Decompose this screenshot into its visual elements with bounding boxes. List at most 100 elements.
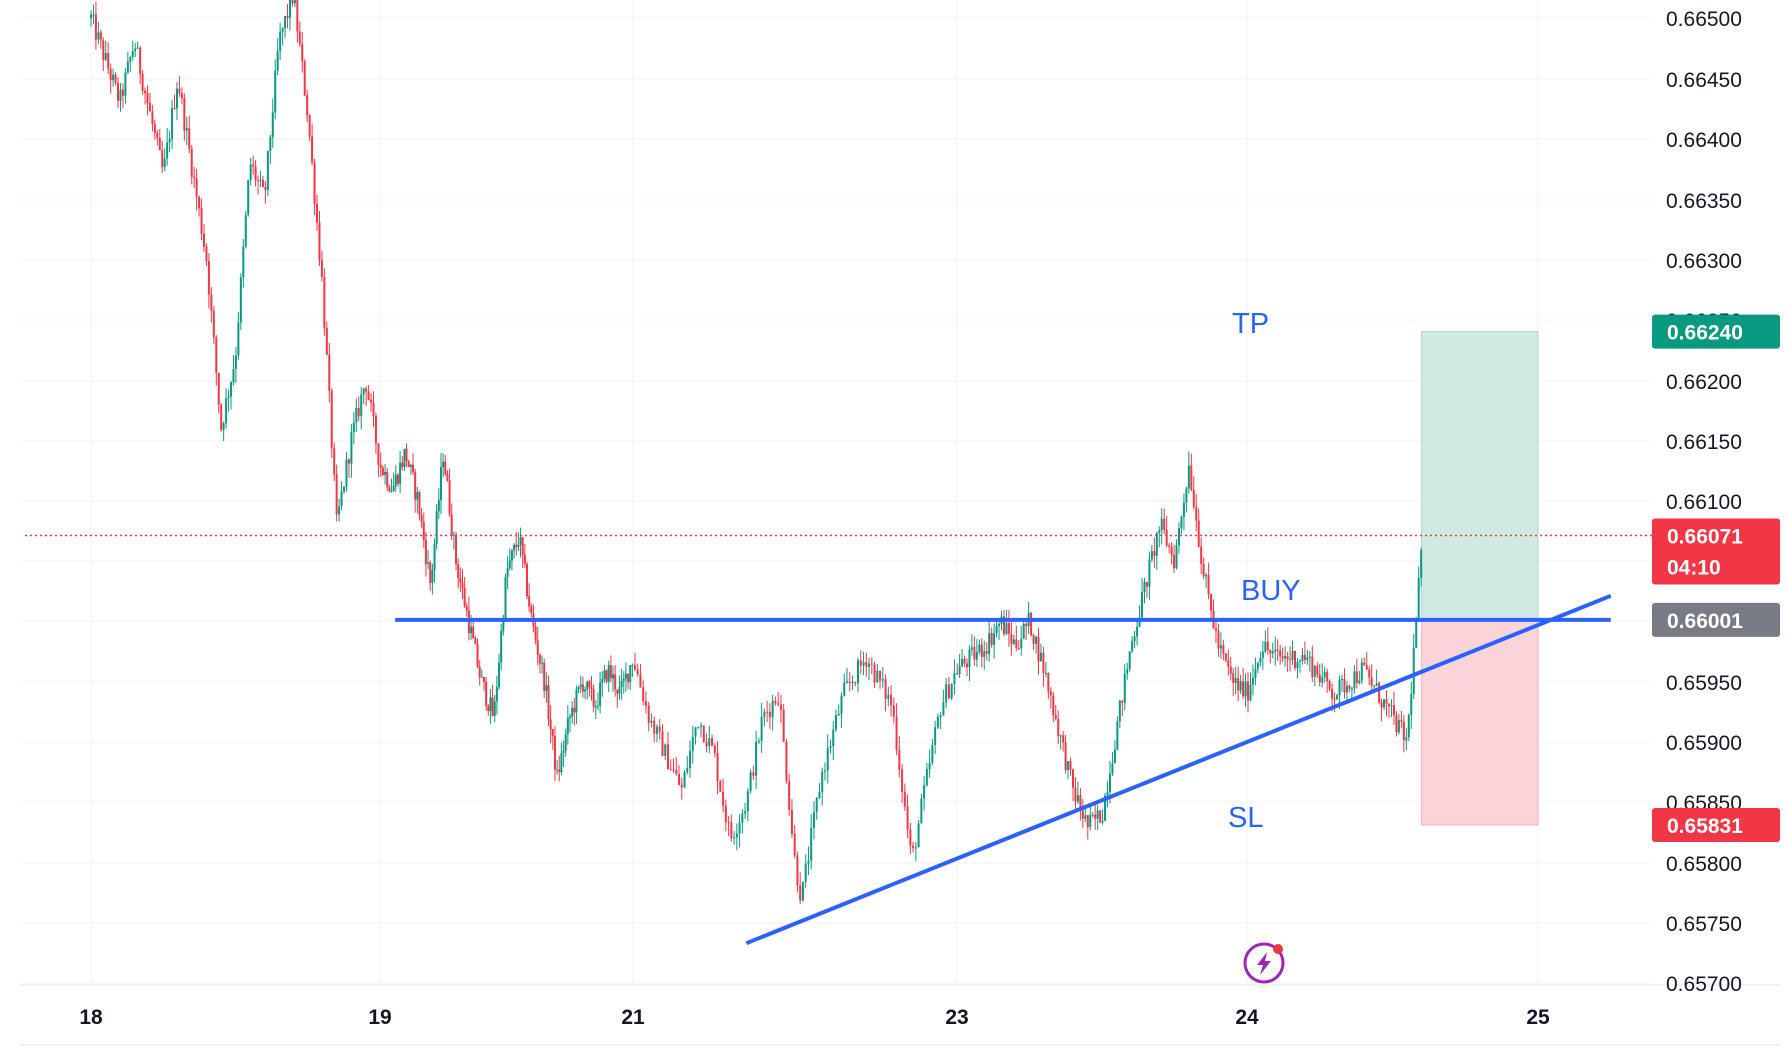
candle-body — [412, 464, 415, 473]
candle-body — [950, 684, 953, 699]
candle-body — [379, 464, 382, 468]
candle-body — [719, 780, 722, 792]
candle-body — [1321, 677, 1324, 683]
price-tick-label: 0.66300 — [1666, 250, 1742, 273]
candle-body — [146, 93, 149, 103]
ascending-trendline[interactable] — [745, 593, 1612, 946]
candle-body — [1343, 679, 1346, 693]
candle-body — [257, 180, 260, 182]
candle-body — [1076, 795, 1079, 802]
candle-body — [470, 626, 473, 634]
candle-body — [564, 734, 567, 751]
candle-body — [1298, 661, 1301, 663]
candle-body — [607, 664, 610, 682]
candle-body — [500, 630, 503, 663]
candle-body — [934, 727, 937, 745]
lightning-icon[interactable] — [1243, 942, 1285, 984]
candle-body — [119, 89, 122, 101]
candle-body — [455, 534, 458, 565]
candle-body — [713, 745, 716, 753]
candle-body — [953, 673, 956, 685]
candle-body — [254, 166, 257, 181]
candle-body — [195, 178, 198, 198]
time-tick-label: 24 — [1235, 1006, 1259, 1029]
drawings-layer[interactable]: TP BUY SL — [25, 308, 1652, 946]
candle-body — [117, 82, 120, 101]
candle-body — [810, 828, 813, 861]
candle-body — [523, 555, 526, 564]
candle-body — [1289, 659, 1292, 661]
candle-body — [431, 570, 434, 583]
candle-body — [1251, 678, 1254, 685]
candle-body — [97, 32, 100, 40]
candle-body — [459, 578, 462, 583]
profit-zone[interactable] — [1421, 331, 1539, 621]
candle-body — [1044, 672, 1047, 674]
candle-body — [1079, 795, 1082, 811]
icon-layer[interactable] — [1243, 942, 1285, 984]
candle-body — [958, 666, 961, 674]
candle-body — [175, 88, 178, 109]
candle-body — [1192, 489, 1195, 507]
candle-body — [724, 805, 727, 822]
candle-body — [1165, 529, 1168, 546]
candle-body — [474, 638, 477, 645]
time-tick-label: 25 — [1526, 1006, 1550, 1029]
candle-body — [755, 741, 758, 776]
candle-body — [448, 480, 451, 515]
candle-body — [463, 587, 466, 607]
time-axis[interactable]: 18 19 21 23 24 25 — [79, 1006, 1550, 1029]
candle-body — [788, 781, 791, 810]
candle-body — [873, 664, 876, 683]
candle-body — [1205, 575, 1208, 577]
candle-body — [161, 150, 164, 168]
loss-zone[interactable] — [1421, 619, 1539, 826]
candle-body — [478, 666, 481, 678]
candle-body — [1291, 650, 1294, 661]
candle-body — [1247, 681, 1250, 701]
candle-body — [1030, 612, 1033, 636]
candle-body — [202, 233, 205, 247]
candle-body — [107, 53, 110, 69]
candle-body — [1210, 594, 1213, 611]
position-tool[interactable] — [1421, 331, 1539, 826]
candle-body — [1128, 651, 1131, 670]
candle-body — [1341, 679, 1344, 681]
candle-body — [230, 382, 233, 397]
candle-body — [234, 355, 237, 370]
candle-body — [686, 768, 689, 773]
price-axis[interactable]: 0.66500 0.66450 0.66400 0.66350 0.66300 0.662… — [1666, 8, 1742, 996]
candle-body — [237, 322, 240, 356]
candle-body — [1091, 814, 1094, 816]
candle-body — [1015, 639, 1018, 648]
candle-body — [1195, 506, 1198, 521]
candle-body — [658, 726, 661, 732]
candle-body — [1153, 551, 1156, 556]
price-tick-label: 0.65750 — [1666, 913, 1742, 936]
candle-body — [1318, 674, 1321, 683]
candle-body — [190, 148, 193, 177]
price-badge-label: 0.66001 — [1667, 610, 1743, 633]
candle-body — [424, 539, 427, 564]
candle-body — [689, 750, 692, 769]
candle-body — [394, 474, 397, 486]
price-tick-label: 0.66100 — [1666, 491, 1742, 514]
candle-body — [763, 711, 766, 717]
candle-body — [1049, 691, 1052, 696]
candle-body — [790, 809, 793, 834]
candle-body — [777, 703, 780, 705]
candle-body — [650, 720, 653, 723]
candle-body — [1296, 662, 1299, 669]
candle-body — [834, 715, 837, 730]
candle-body — [370, 399, 373, 403]
candle-body — [1276, 649, 1279, 651]
candle-body — [823, 770, 826, 772]
candle-body — [1081, 810, 1084, 819]
candle-body — [1217, 630, 1220, 649]
candle-body — [1385, 699, 1388, 704]
candle-body — [384, 471, 387, 476]
candle-body — [1057, 718, 1060, 737]
candle-body — [1326, 671, 1329, 681]
candle-body — [225, 398, 228, 424]
